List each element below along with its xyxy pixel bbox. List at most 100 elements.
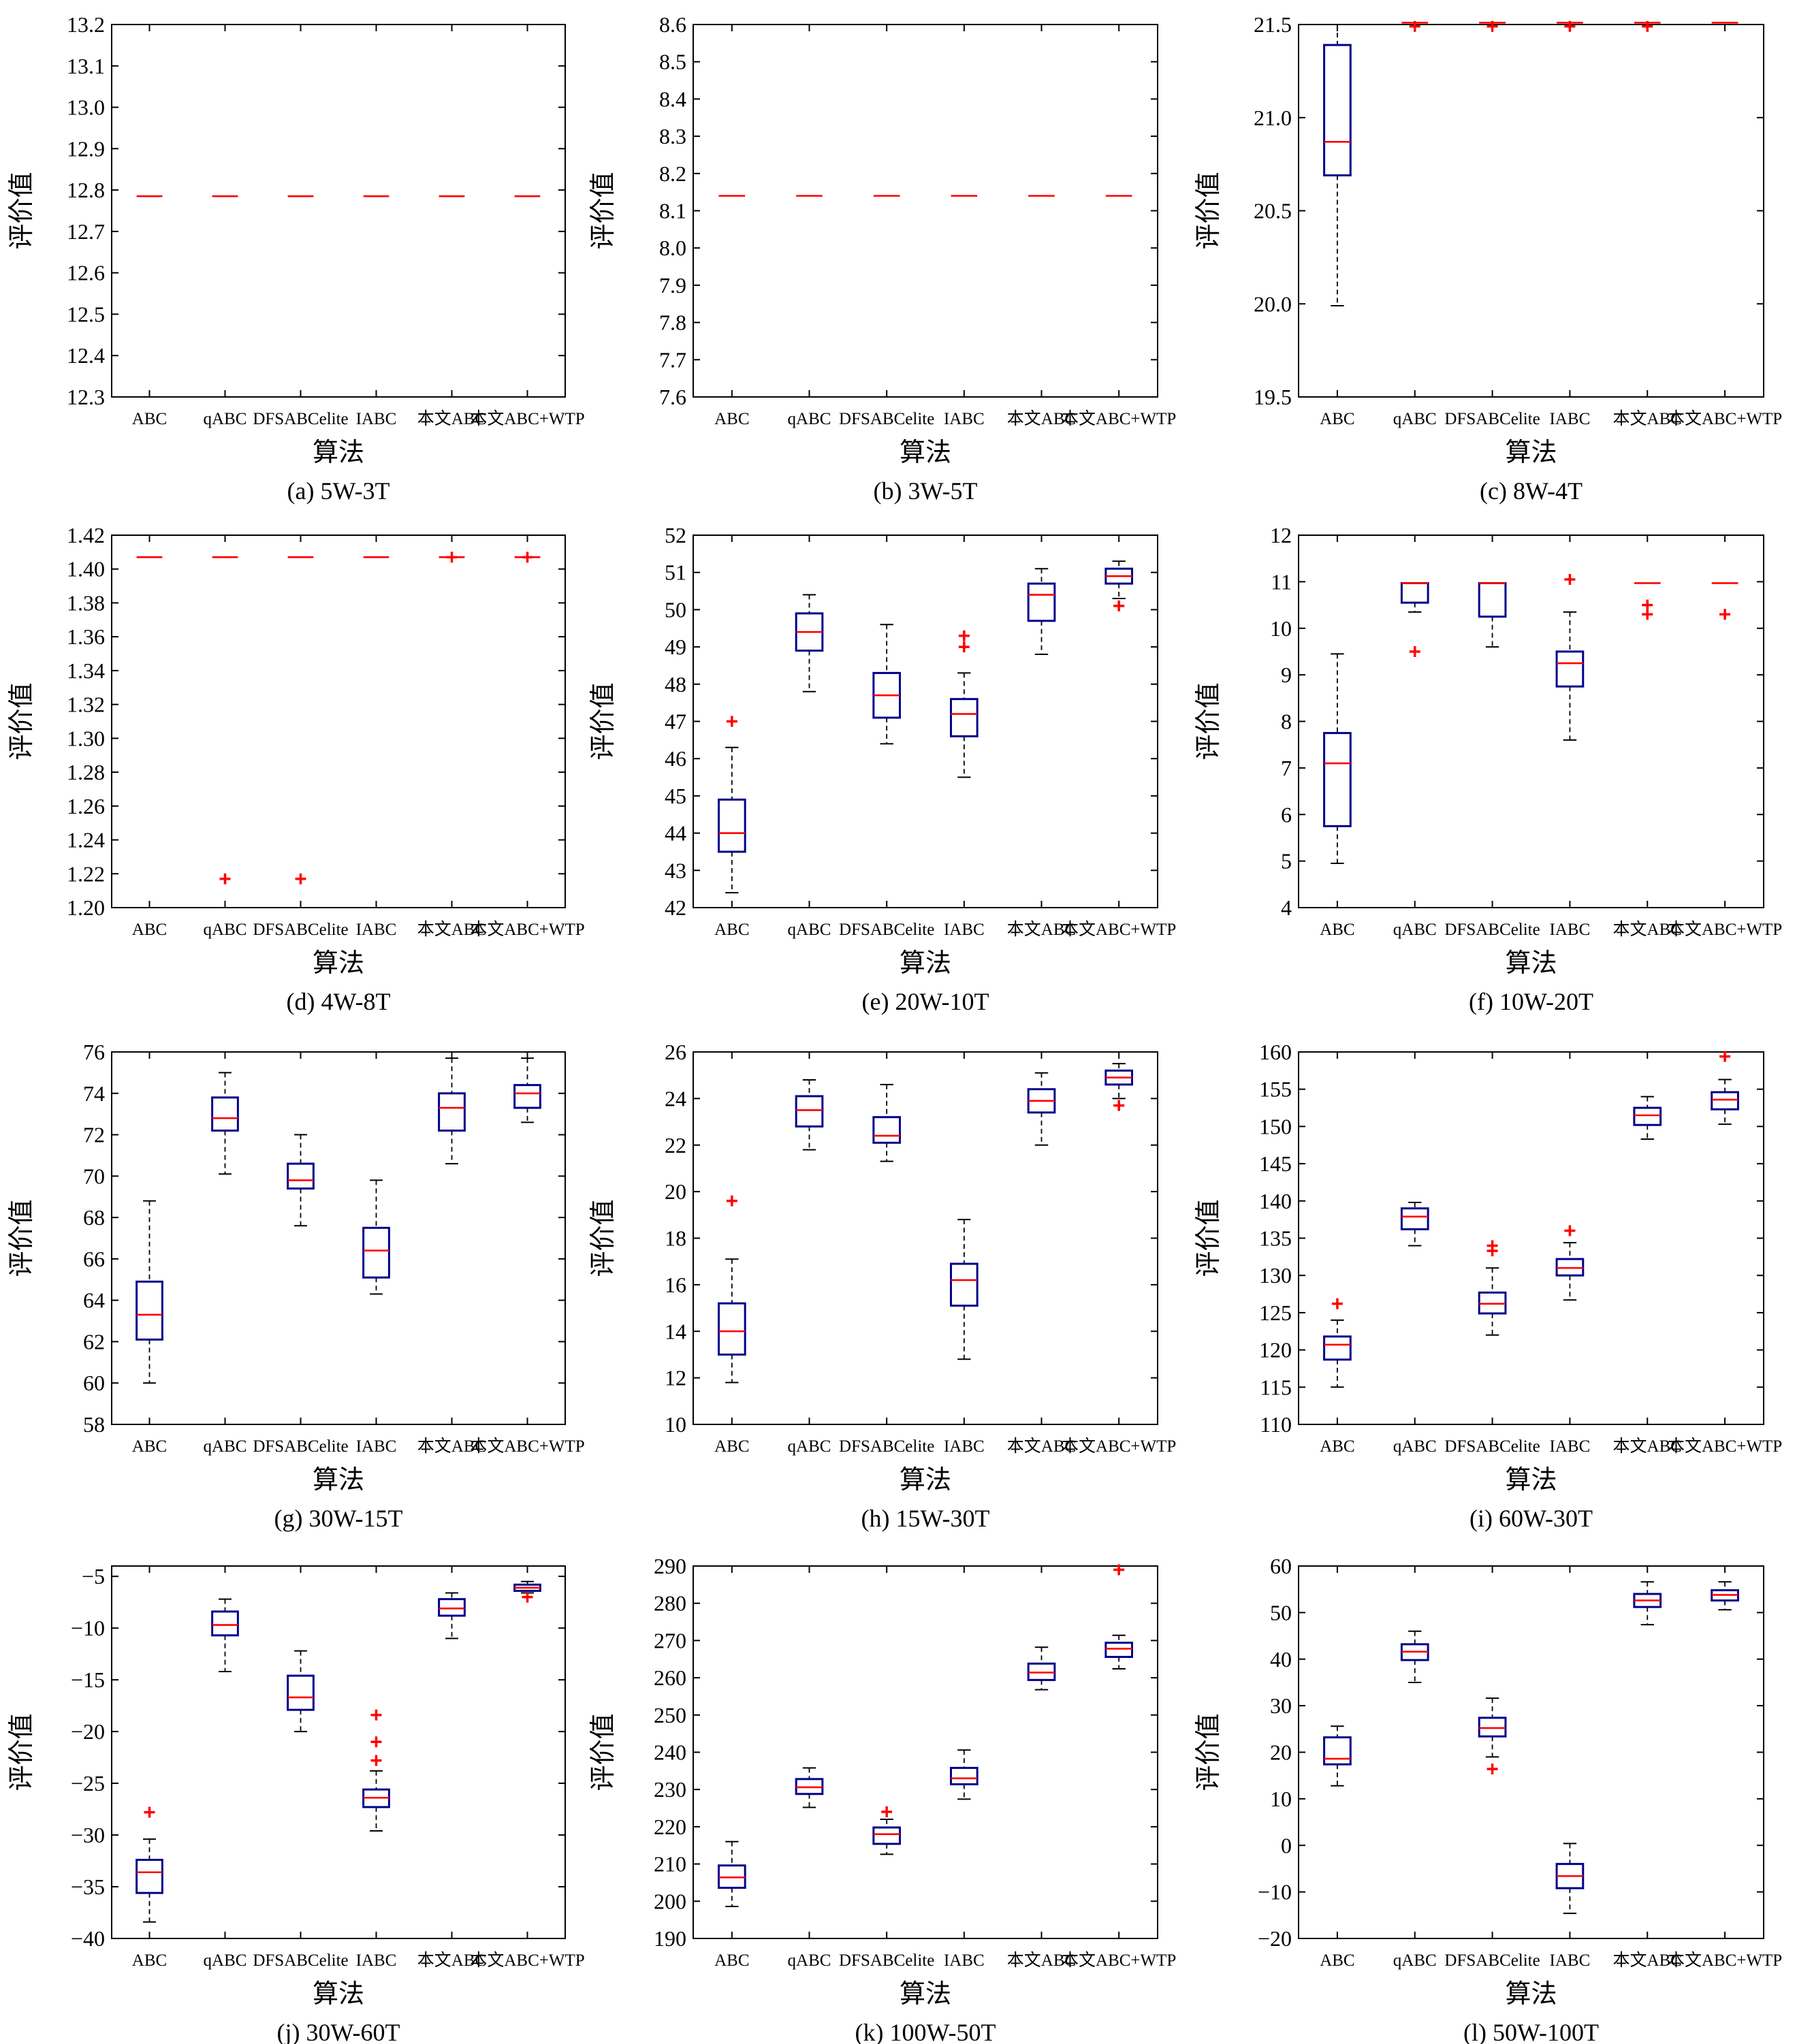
box-DFSABCelite xyxy=(872,624,901,745)
x-tick-label: qABC xyxy=(204,1951,247,1970)
y-tick-label: 280 xyxy=(654,1591,686,1616)
y-tick-label: −20 xyxy=(71,1719,105,1744)
y-tick-label: −20 xyxy=(1258,1926,1292,1951)
x-tick-label: 本文ABC+WTP xyxy=(1668,920,1782,939)
y-tick-label: 12.9 xyxy=(67,136,105,161)
outlier-marker xyxy=(1331,1298,1343,1309)
outlier-marker xyxy=(219,873,231,884)
x-tick-label: DFSABCelite xyxy=(839,921,934,939)
box-本文ABC xyxy=(1027,1646,1056,1691)
iqr-box xyxy=(438,1092,466,1132)
y-tick-label: 12.6 xyxy=(67,261,105,285)
y-axis-label: 评价值 xyxy=(589,1199,618,1277)
y-tick-label: 13.1 xyxy=(67,54,105,78)
iqr-box xyxy=(795,1095,824,1128)
x-tick-label: DFSABCelite xyxy=(1444,921,1540,939)
y-tick-label: 8.1 xyxy=(659,199,686,223)
y-tick-label: 12 xyxy=(1270,523,1292,547)
box-ABC xyxy=(718,1840,746,1907)
plot-frame xyxy=(693,24,1158,398)
y-tick-label: 21.0 xyxy=(1254,106,1292,130)
y-tick-label: 42 xyxy=(665,895,686,920)
y-tick-label: 10 xyxy=(665,1412,686,1437)
y-tick-label: 1.36 xyxy=(67,624,105,649)
y-tick-label: 130 xyxy=(1259,1263,1292,1288)
x-tick-label: 本文ABC xyxy=(1613,920,1682,939)
y-tick-label: 125 xyxy=(1259,1300,1292,1325)
box-本文ABC+WTP xyxy=(1104,1063,1133,1111)
outlier-marker xyxy=(370,1736,382,1748)
plot-frame xyxy=(111,24,566,398)
outlier-marker xyxy=(370,1709,382,1721)
outlier-marker xyxy=(1113,1100,1125,1111)
iqr-box xyxy=(718,1302,746,1356)
y-axis-label: 评价值 xyxy=(589,1713,618,1791)
x-tick-label: qABC xyxy=(1393,410,1437,428)
x-tick-label: qABC xyxy=(788,921,831,939)
outlier-marker xyxy=(726,1195,737,1207)
x-axis-label: 算法 xyxy=(900,438,951,467)
y-tick-label: 7.6 xyxy=(659,385,686,409)
x-tick-label: 本文ABC xyxy=(1613,1437,1682,1456)
y-tick-label: 250 xyxy=(654,1703,686,1727)
box-qABC xyxy=(795,1767,824,1808)
y-tick-label: 11 xyxy=(1271,569,1292,594)
y-tick-label: 1.42 xyxy=(67,523,105,547)
panel-caption: (k) 100W-50T xyxy=(855,2019,996,2044)
chart-panel: 10 12 14 16 18 20 22 24 26 ABC qABC DFSABCelite IABC… xyxy=(589,1040,1176,1532)
panel-caption: (g) 30W-15T xyxy=(274,1505,403,1532)
outlier-marker xyxy=(1642,20,1653,32)
x-tick-label: IABC xyxy=(944,921,985,939)
panel-caption: (b) 3W-5T xyxy=(874,477,978,505)
y-tick-label: 8.6 xyxy=(659,12,686,37)
y-tick-label: −15 xyxy=(71,1667,105,1692)
iqr-box xyxy=(1478,1716,1507,1738)
panel-caption: (f) 10W-20T xyxy=(1469,988,1593,1015)
x-tick-label: qABC xyxy=(788,1437,831,1456)
panel-caption: (j) 30W-60T xyxy=(277,2019,400,2044)
y-tick-label: 20.0 xyxy=(1254,291,1292,316)
y-axis-label: 评价值 xyxy=(1194,1199,1223,1277)
y-tick-label: 68 xyxy=(83,1205,105,1230)
iqr-box xyxy=(287,1674,315,1711)
outlier-marker xyxy=(1487,20,1498,32)
x-axis-label: 算法 xyxy=(900,1466,951,1495)
box-本文ABC+WTP xyxy=(1711,1051,1739,1125)
x-tick-label: DFSABCelite xyxy=(253,921,348,939)
y-axis-label: 评价值 xyxy=(7,172,36,249)
box-DFSABCelite xyxy=(287,1134,315,1227)
x-tick-label: DFSABCelite xyxy=(253,1437,348,1456)
box-IABC xyxy=(1555,1225,1585,1301)
plot-frame xyxy=(111,1051,566,1425)
x-axis-label: 算法 xyxy=(1505,1980,1557,2009)
y-tick-label: 270 xyxy=(654,1628,686,1652)
box-qABC xyxy=(795,594,824,692)
outlier-marker xyxy=(1564,573,1576,585)
outlier-marker xyxy=(522,1591,533,1603)
iqr-box xyxy=(1400,581,1429,604)
y-tick-label: 1.28 xyxy=(67,760,105,784)
x-tick-label: 本文ABC xyxy=(417,1951,486,1970)
y-tick-label: 9 xyxy=(1281,662,1292,687)
box-本文ABC xyxy=(1027,1072,1056,1146)
iqr-box xyxy=(513,1084,541,1109)
outlier-marker xyxy=(1719,1051,1731,1062)
x-tick-label: ABC xyxy=(714,410,749,428)
outlier-marker xyxy=(1487,1240,1498,1251)
y-axis-label: 评价值 xyxy=(7,1199,36,1277)
panel-caption: (c) 8W-4T xyxy=(1480,477,1583,505)
x-tick-label: 本文ABC+WTP xyxy=(470,409,584,428)
y-tick-label: 50 xyxy=(665,597,686,622)
y-tick-label: 7.7 xyxy=(659,347,686,372)
y-tick-label: 1.24 xyxy=(67,828,105,852)
y-tick-label: 1.38 xyxy=(67,590,105,615)
iqr-box xyxy=(1400,1207,1429,1230)
outlier-marker xyxy=(881,1806,893,1818)
box-qABC xyxy=(211,1072,239,1175)
y-tick-label: 50 xyxy=(1270,1600,1292,1625)
iqr-box xyxy=(718,798,746,853)
y-tick-label: 43 xyxy=(665,858,686,882)
box-IABC xyxy=(362,1709,390,1832)
y-tick-label: 260 xyxy=(654,1665,686,1690)
x-tick-label: ABC xyxy=(132,921,167,939)
